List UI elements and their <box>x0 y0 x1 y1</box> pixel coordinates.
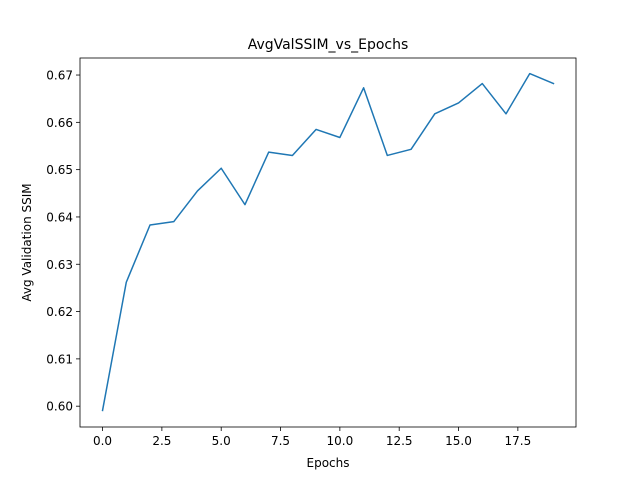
x-tick-label: 0.0 <box>93 434 112 448</box>
x-tick-label: 2.5 <box>152 434 171 448</box>
y-tick-label: 0.63 <box>46 258 73 272</box>
x-tick-label: 7.5 <box>271 434 290 448</box>
x-tick-label: 17.5 <box>504 434 531 448</box>
x-axis-label: Epochs <box>307 456 350 470</box>
y-tick-label: 0.62 <box>46 305 73 319</box>
plot-area <box>101 72 555 412</box>
y-tick-label: 0.66 <box>46 116 73 130</box>
y-tick-label: 0.67 <box>46 69 73 83</box>
y-tick-label: 0.60 <box>46 400 73 414</box>
plot-frame <box>79 57 577 428</box>
x-tick-label: 12.5 <box>386 434 413 448</box>
x-axis: 0.0 2.5 5.0 7.5 10.0 12.5 15.0 17.5 <box>93 427 531 448</box>
series-line <box>101 72 555 412</box>
chart-title: AvgValSSIM_vs_Epochs <box>248 37 409 53</box>
y-tick-label: 0.64 <box>46 210 73 224</box>
x-tick-label: 15.0 <box>445 434 472 448</box>
x-tick-label: 5.0 <box>212 434 231 448</box>
y-axis: 0.60 0.61 0.62 0.63 0.64 0.65 0.66 0.67 <box>46 69 80 414</box>
y-axis-label: Avg Validation SSIM <box>20 183 34 301</box>
x-tick-label: 10.0 <box>327 434 354 448</box>
y-tick-label: 0.61 <box>46 352 73 366</box>
y-tick-label: 0.65 <box>46 163 73 177</box>
